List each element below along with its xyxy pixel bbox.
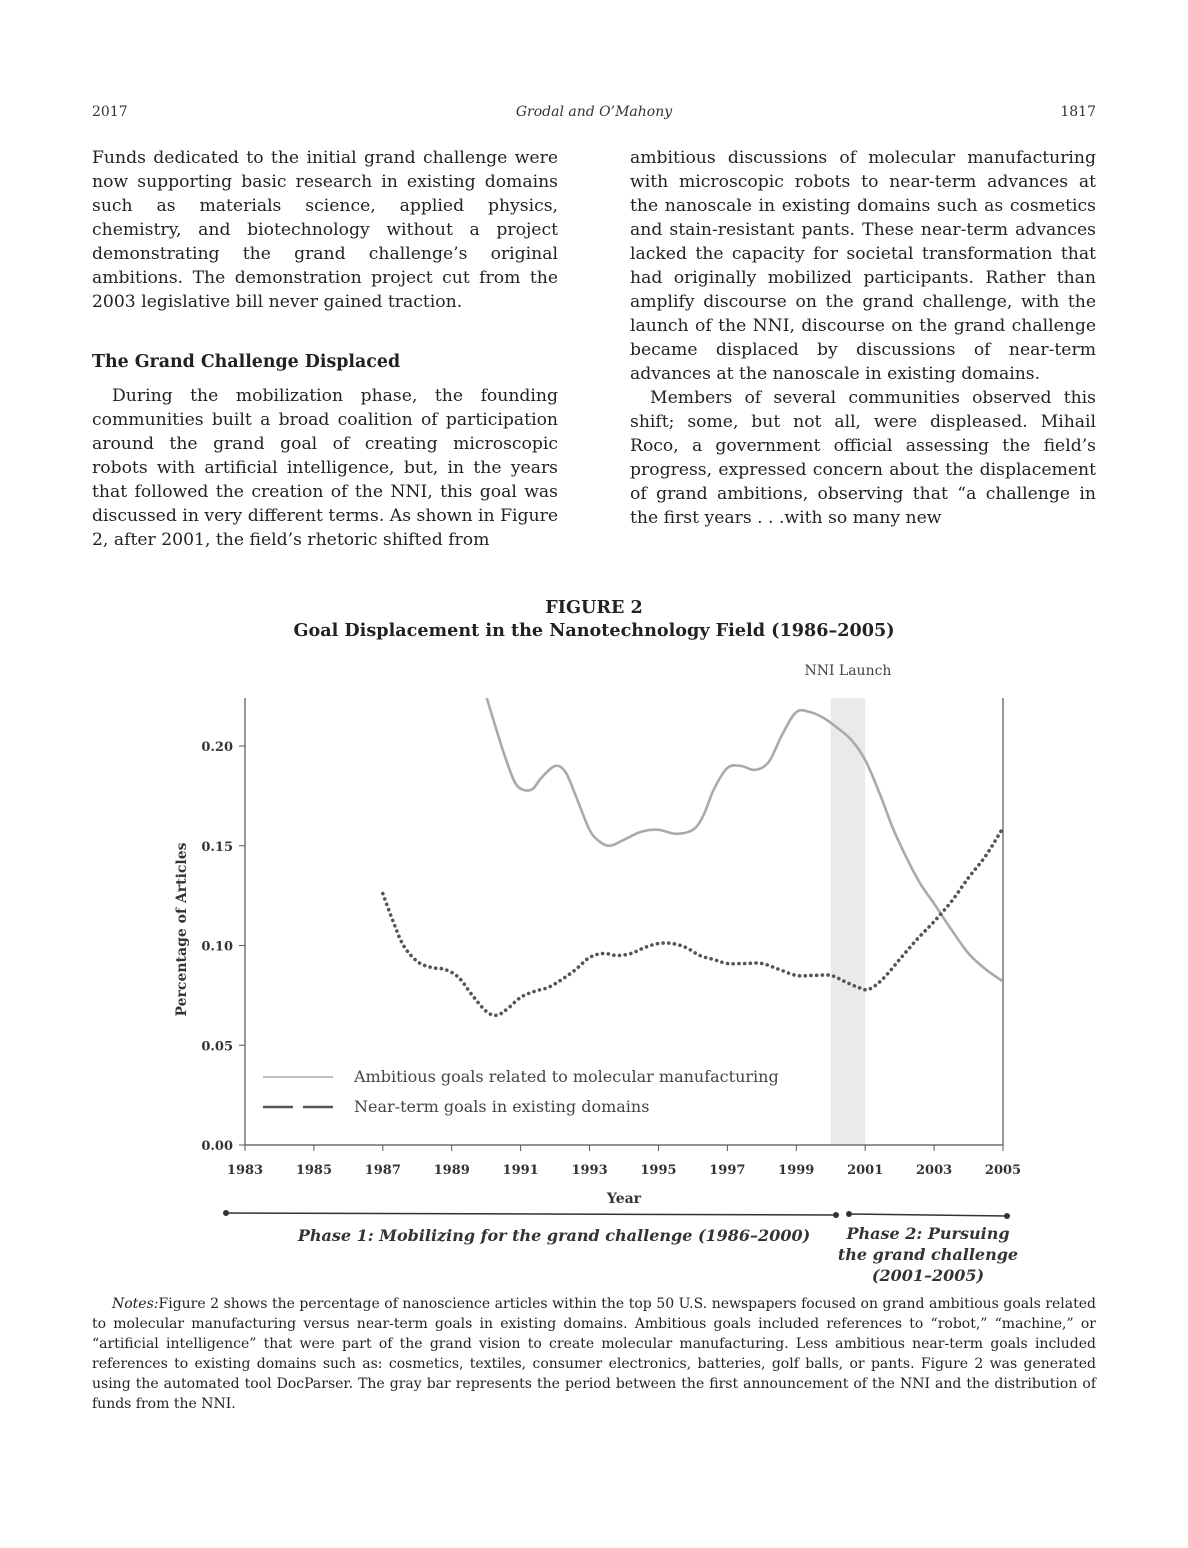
y-tick-label: 0.05 <box>201 1039 233 1054</box>
phase-1-label: Phase 1: Mobilizing for the grand challe… <box>297 1226 810 1245</box>
phase-2-start-dot <box>846 1211 852 1217</box>
phase-2-line <box>848 1213 1008 1217</box>
notes-text: Figure 2 shows the percentage of nanosci… <box>92 1296 1096 1412</box>
x-tick-label: 1987 <box>365 1163 401 1178</box>
page-number: 1817 <box>1060 104 1096 120</box>
body-paragraph: Members of several communities observed … <box>630 388 1096 528</box>
figure-title: Goal Displacement in the Nanotechnology … <box>293 620 895 641</box>
section-heading: The Grand Challenge Displaced <box>92 352 401 372</box>
x-tick-label: 2003 <box>916 1163 952 1178</box>
phase-2-label-line: (2001–2005) <box>872 1266 984 1285</box>
x-tick-label: 1991 <box>503 1163 539 1178</box>
phase-1-end-dot <box>833 1212 839 1218</box>
running-head-year: 2017 <box>92 104 128 120</box>
x-tick-label: 1989 <box>434 1163 470 1178</box>
x-tick-label: 1995 <box>640 1163 676 1178</box>
nni-launch-band <box>830 698 866 1145</box>
running-head: 2017 Grodal and O’Mahony 1817 <box>92 104 1096 124</box>
x-axis-label: Year <box>606 1191 642 1207</box>
goal-displacement-chart: NNI Launch 0.00 0.05 0.10 0.15 0.20 1983 1985 19… <box>174 663 1021 1285</box>
y-tick-label: 0.00 <box>201 1139 233 1154</box>
series-line-ambitious <box>485 698 1003 983</box>
legend-label-near-term: Near-term goals in existing domains <box>354 1097 649 1116</box>
y-tick-label: 0.15 <box>201 840 233 855</box>
nni-launch-label: NNI Launch <box>804 663 891 679</box>
figure-notes: Notes:Figure 2 shows the percentage of n… <box>92 1294 1096 1414</box>
phase-2-label-line: the grand challenge <box>838 1245 1018 1264</box>
body-paragraph: ambitious discussions of molecular manuf… <box>630 148 1096 384</box>
series-line-near-term <box>381 826 1003 1018</box>
body-paragraph: During the mobilization phase, the found… <box>92 386 558 550</box>
body-paragraph: Funds dedicated to the initial grand cha… <box>92 148 558 312</box>
right-column: ambitious discussions of molecular manuf… <box>630 146 1096 530</box>
phase-1-start-dot <box>223 1210 229 1216</box>
notes-label: Notes: <box>112 1296 159 1312</box>
x-tick-label: 2005 <box>985 1163 1021 1178</box>
x-tick-label: 1999 <box>778 1163 814 1178</box>
y-tick-label: 0.10 <box>201 940 233 955</box>
y-axis-label: Percentage of Articles <box>174 842 190 1016</box>
x-tick-label: 1997 <box>709 1163 745 1178</box>
y-tick-label: 0.20 <box>201 740 233 755</box>
x-tick-label: 1985 <box>296 1163 332 1178</box>
x-tick-label: 1993 <box>571 1163 607 1178</box>
left-column: Funds dedicated to the initial grand cha… <box>92 146 558 552</box>
x-tick-label: 2001 <box>847 1163 883 1178</box>
running-head-authors: Grodal and O’Mahony <box>515 104 673 120</box>
legend-label-ambitious: Ambitious goals related to molecular man… <box>353 1067 779 1086</box>
phase-1-line <box>225 1212 837 1216</box>
figure-title-block: FIGURE 2 Goal Displacement in the Nanote… <box>0 596 1188 642</box>
phase-2-end-dot <box>1004 1213 1010 1219</box>
phase-2-label-line: Phase 2: Pursuing <box>845 1224 1009 1243</box>
figure-label: FIGURE 2 <box>545 597 643 618</box>
x-tick-label: 1983 <box>227 1163 263 1178</box>
